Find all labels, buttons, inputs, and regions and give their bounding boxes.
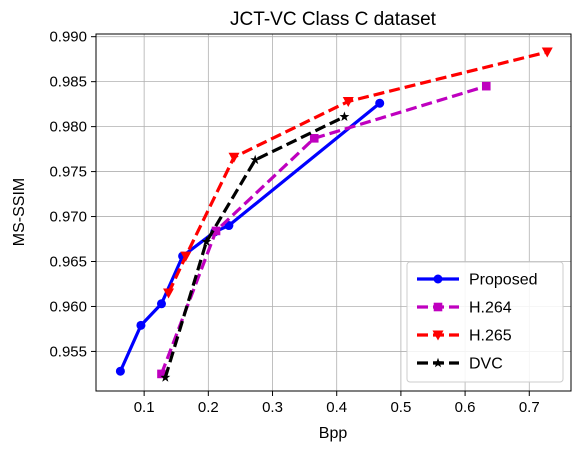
series-line [159,84,487,375]
data-point [115,366,125,376]
legend-item: Proposed [417,272,538,289]
x-axis-label: Bpp [319,425,348,442]
data-point [163,288,175,299]
legend-box [406,261,564,383]
y-axis-label: MS-SSIM [11,178,28,246]
legend-label: H.264 [469,300,512,317]
ticks-layer: 0.1 0.2 0.3 0.4 0.5 0.6 0.7 0.955 0.960 0.965 0.97… [49,29,539,416]
y-tick-label: 0.975 [49,164,87,181]
series-layer [115,47,553,382]
legend-label: H.265 [469,328,512,345]
data-point [156,299,166,309]
y-tick-label: 0.965 [49,254,87,271]
legend-marker [432,330,444,341]
data-point [309,134,319,143]
legend-marker [433,274,443,284]
data-point [136,320,146,330]
x-tick-label: 0.7 [519,399,540,416]
plot-frame [95,33,572,392]
y-tick-label: 0.990 [49,29,87,46]
x-tick-label: 0.5 [390,399,411,416]
x-tick-label: 0.2 [198,399,219,416]
data-point [160,372,171,382]
data-point [201,236,212,246]
data-point [224,221,234,231]
data-point [342,96,354,107]
y-tick-label: 0.955 [49,343,87,360]
legend-item: DVC [417,356,503,373]
y-tick-label: 0.970 [49,209,87,226]
legend-item: H.264 [417,300,512,317]
data-point [180,251,192,262]
y-tick-label: 0.960 [49,298,87,315]
x-tick-label: 0.3 [262,399,283,416]
chart-title: JCT-VC Class C dataset [230,9,437,30]
legend-marker [433,357,443,368]
series-h-265 [163,47,553,299]
data-point [211,226,221,236]
series-line [163,115,346,378]
legend-marker [433,302,443,312]
data-point [541,47,553,58]
data-point [250,154,261,165]
legend: Proposed H.264 H.265 DVC [406,261,564,383]
x-tick-label: 0.6 [455,399,476,416]
x-tick-label: 0.1 [134,399,155,416]
data-point [339,111,350,121]
legend-label: Proposed [469,272,538,289]
data-point [375,98,385,108]
x-tick-label: 0.4 [326,399,347,416]
legend-label: DVC [469,356,503,373]
legend-item: H.265 [417,328,512,345]
series-dvc [160,111,350,382]
data-point [481,81,491,91]
y-tick-label: 0.985 [49,74,87,91]
y-tick-label: 0.980 [49,119,87,136]
data-point [228,152,240,163]
data-point [157,369,166,379]
series-h-264 [157,81,491,379]
